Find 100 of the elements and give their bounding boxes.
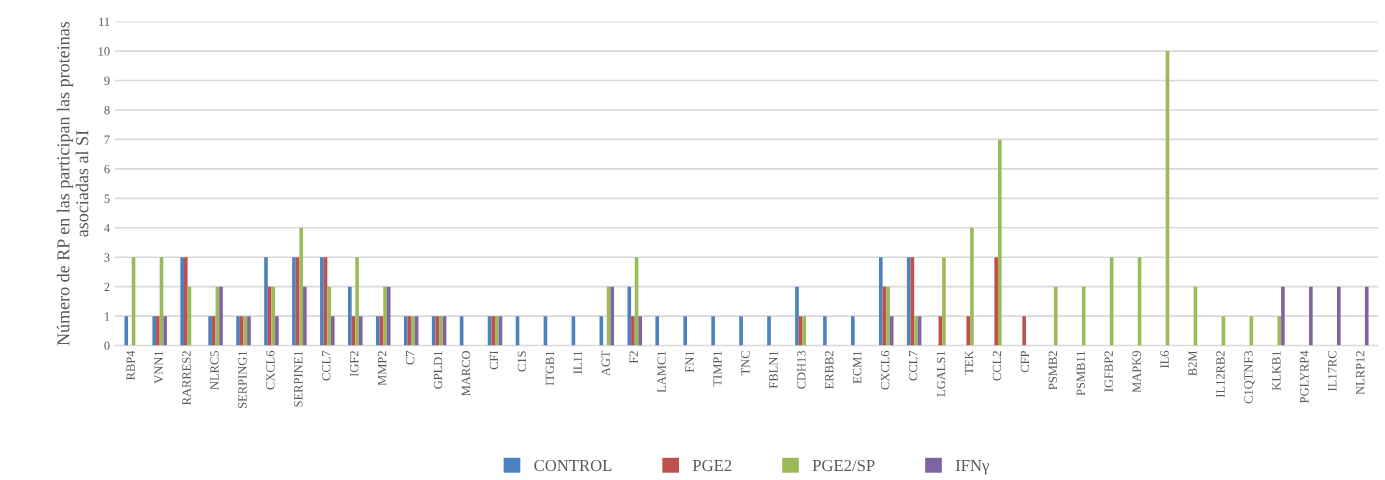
bar xyxy=(156,316,160,346)
y-tick-label: 4 xyxy=(104,223,110,233)
x-tick-label: ECM1 xyxy=(853,351,862,384)
x-tick-label: B2M xyxy=(1188,350,1197,376)
bar xyxy=(739,316,743,346)
bar xyxy=(236,316,240,346)
bar xyxy=(1337,286,1341,346)
x-tick-label: TEK xyxy=(964,350,974,375)
y-tick-label: 2 xyxy=(104,282,110,292)
x-tick-label: MARCO xyxy=(461,350,471,396)
x-tick-label: CXCL6 xyxy=(880,350,890,390)
y-tick-label: 0 xyxy=(104,341,110,351)
bar xyxy=(767,316,771,346)
x-tick-label: FBLN1 xyxy=(769,351,778,389)
y-tick-label: 11 xyxy=(99,17,110,26)
x-tick-label: RBP4 xyxy=(126,350,135,380)
y-tick-label: 1 xyxy=(104,312,110,321)
bar xyxy=(219,286,223,346)
y-tick-label: 9 xyxy=(104,76,110,85)
bar xyxy=(942,257,946,346)
bar xyxy=(795,286,799,346)
x-tick-label: CFI xyxy=(489,350,499,370)
bar xyxy=(292,257,296,346)
bar xyxy=(327,286,331,346)
bar xyxy=(435,316,440,346)
bar xyxy=(711,316,715,346)
bar xyxy=(375,316,380,346)
bar xyxy=(998,139,1002,346)
bar xyxy=(802,316,807,346)
x-tick-label: C7 xyxy=(405,350,415,365)
bar xyxy=(320,257,324,346)
x-tick-label: LAMC1 xyxy=(657,351,666,393)
legend-label: PGE2/SP xyxy=(812,459,875,472)
bar xyxy=(906,257,911,346)
x-tick-label: SERPING1 xyxy=(238,351,247,408)
x-tick-label: CDH13 xyxy=(797,350,806,389)
bar xyxy=(383,286,387,346)
x-tick-label: CCL2 xyxy=(992,351,1002,381)
x-tick-label: NLRP12 xyxy=(1356,351,1365,395)
bar xyxy=(889,316,894,346)
x-tick-label: AGT xyxy=(601,350,610,377)
bar xyxy=(303,286,307,346)
bar xyxy=(994,257,999,346)
x-tick-label: IGF2 xyxy=(350,351,359,377)
bar xyxy=(355,257,359,346)
bar xyxy=(851,316,855,346)
bar xyxy=(655,316,660,346)
bar xyxy=(627,286,632,346)
bar xyxy=(491,316,496,346)
x-tick-label: CCL7 xyxy=(322,350,331,381)
x-tick-label: NLRC5 xyxy=(210,350,219,390)
x-tick-label: IGFBP2 xyxy=(1104,351,1113,392)
x-tick-label: CCL7 xyxy=(908,350,918,381)
bar xyxy=(247,316,251,346)
bar xyxy=(631,316,635,346)
bar xyxy=(239,316,244,346)
x-tick-label: LGALS1 xyxy=(936,351,946,397)
bar xyxy=(163,316,167,346)
legend-label: CONTROL xyxy=(534,459,612,472)
bar xyxy=(970,227,974,346)
x-tick-label: KLKB1 xyxy=(1272,351,1281,391)
y-axis-title: Número de RP en las participan las proteinas asociadas al SI xyxy=(56,21,89,346)
x-tick-label: RARRES2 xyxy=(182,351,191,405)
x-tick-label: ITGB1 xyxy=(545,351,555,386)
bar xyxy=(1053,286,1058,346)
x-tick-label: PSMB2 xyxy=(1048,351,1058,390)
bar xyxy=(638,316,642,346)
y-tick-label: 10 xyxy=(98,47,110,56)
x-tick-label: CXCL6 xyxy=(266,350,275,390)
bar xyxy=(358,316,363,346)
x-tick-label: MMP2 xyxy=(377,351,387,386)
bar xyxy=(610,286,615,346)
bar xyxy=(403,316,408,346)
bar xyxy=(914,316,918,346)
x-tick-label: VNN1 xyxy=(154,351,163,384)
x-tick-label: IL6 xyxy=(1160,350,1169,369)
bar xyxy=(183,257,188,346)
bar xyxy=(348,286,352,346)
x-tick-label: IL11 xyxy=(573,351,582,374)
bar xyxy=(1281,286,1285,346)
y-tick-label: 5 xyxy=(104,194,110,203)
bar xyxy=(495,316,499,346)
x-tick-label: PGLYRP4 xyxy=(1300,350,1309,404)
bar xyxy=(966,316,971,346)
bar xyxy=(683,316,687,346)
x-tick-label: GPLD1 xyxy=(433,351,443,389)
x-tick-label: C1QTNF3 xyxy=(1244,350,1255,404)
x-tick-label: IL17RC xyxy=(1328,351,1337,391)
bar xyxy=(1309,286,1313,346)
x-tick-label: F2 xyxy=(629,351,638,364)
bar xyxy=(439,316,443,346)
bar xyxy=(1277,316,1282,346)
x-tick-label: FN1 xyxy=(685,351,694,373)
x-tick-label: SERPINE1 xyxy=(294,351,303,407)
bar xyxy=(823,316,827,346)
bar xyxy=(299,227,304,346)
bar xyxy=(208,316,212,346)
bar xyxy=(152,316,157,346)
x-tick-label: IL12RB2 xyxy=(1216,351,1225,398)
y-tick-label: 6 xyxy=(104,164,110,174)
